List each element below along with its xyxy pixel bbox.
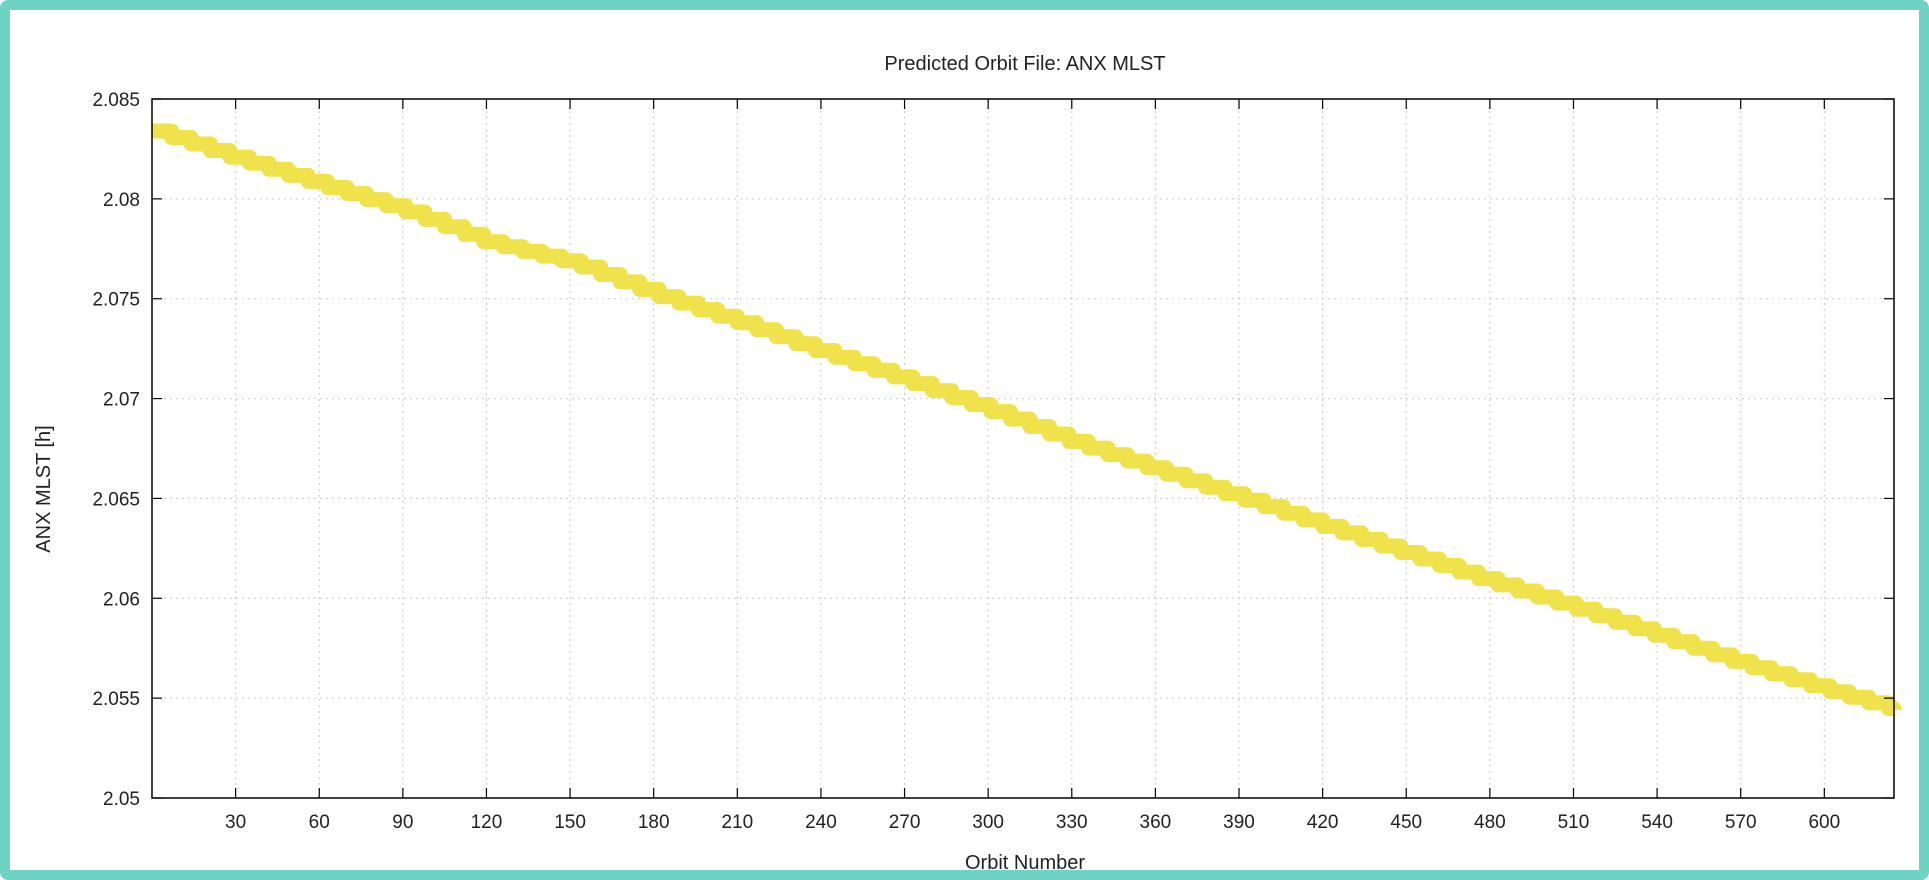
grid-lines <box>152 98 1894 799</box>
x-tick-label: 60 <box>309 812 330 833</box>
plot-area-border <box>151 98 1895 799</box>
x-tick-label: 510 <box>1558 812 1590 833</box>
x-tick-label: 360 <box>1140 812 1172 833</box>
x-tick-label: 330 <box>1056 812 1088 833</box>
series-layer <box>152 123 1902 716</box>
x-tick-label: 210 <box>721 812 753 833</box>
y-tick-label: 2.055 <box>92 689 140 710</box>
series-line <box>152 123 1902 716</box>
y-tick-label: 2.05 <box>103 789 140 810</box>
x-tick-label: 450 <box>1390 812 1422 833</box>
x-tick-label: 240 <box>805 812 837 833</box>
x-axis-title: Orbit Number <box>965 852 1085 874</box>
x-tick-label: 270 <box>889 812 921 833</box>
x-tick-label: 120 <box>471 812 503 833</box>
x-tick-label: 180 <box>638 812 670 833</box>
y-tick-label: 2.075 <box>92 290 140 311</box>
x-tick-label: 300 <box>972 812 1004 833</box>
y-tick-label: 2.07 <box>103 390 140 411</box>
y-tick-label: 2.085 <box>92 90 140 111</box>
axis-ticks: 30 60 90 120 150 180 210 240 270 300 330 360 390 420 4… <box>92 90 1894 833</box>
x-tick-label: 600 <box>1808 812 1840 833</box>
x-tick-label: 420 <box>1307 812 1339 833</box>
x-tick-label: 390 <box>1223 812 1255 833</box>
x-tick-label: 150 <box>554 812 586 833</box>
x-tick-label: 30 <box>225 812 246 833</box>
y-tick-label: 2.065 <box>92 489 140 510</box>
x-tick-label: 570 <box>1725 812 1757 833</box>
chart-title: Predicted Orbit File: ANX MLST <box>884 53 1165 75</box>
y-axis-title: ANX MLST [h] <box>33 425 55 552</box>
y-tick-label: 2.08 <box>103 190 140 211</box>
x-tick-label: 90 <box>392 812 413 833</box>
x-tick-label: 480 <box>1474 812 1506 833</box>
x-tick-label: 540 <box>1641 812 1673 833</box>
y-tick-label: 2.06 <box>103 589 140 610</box>
